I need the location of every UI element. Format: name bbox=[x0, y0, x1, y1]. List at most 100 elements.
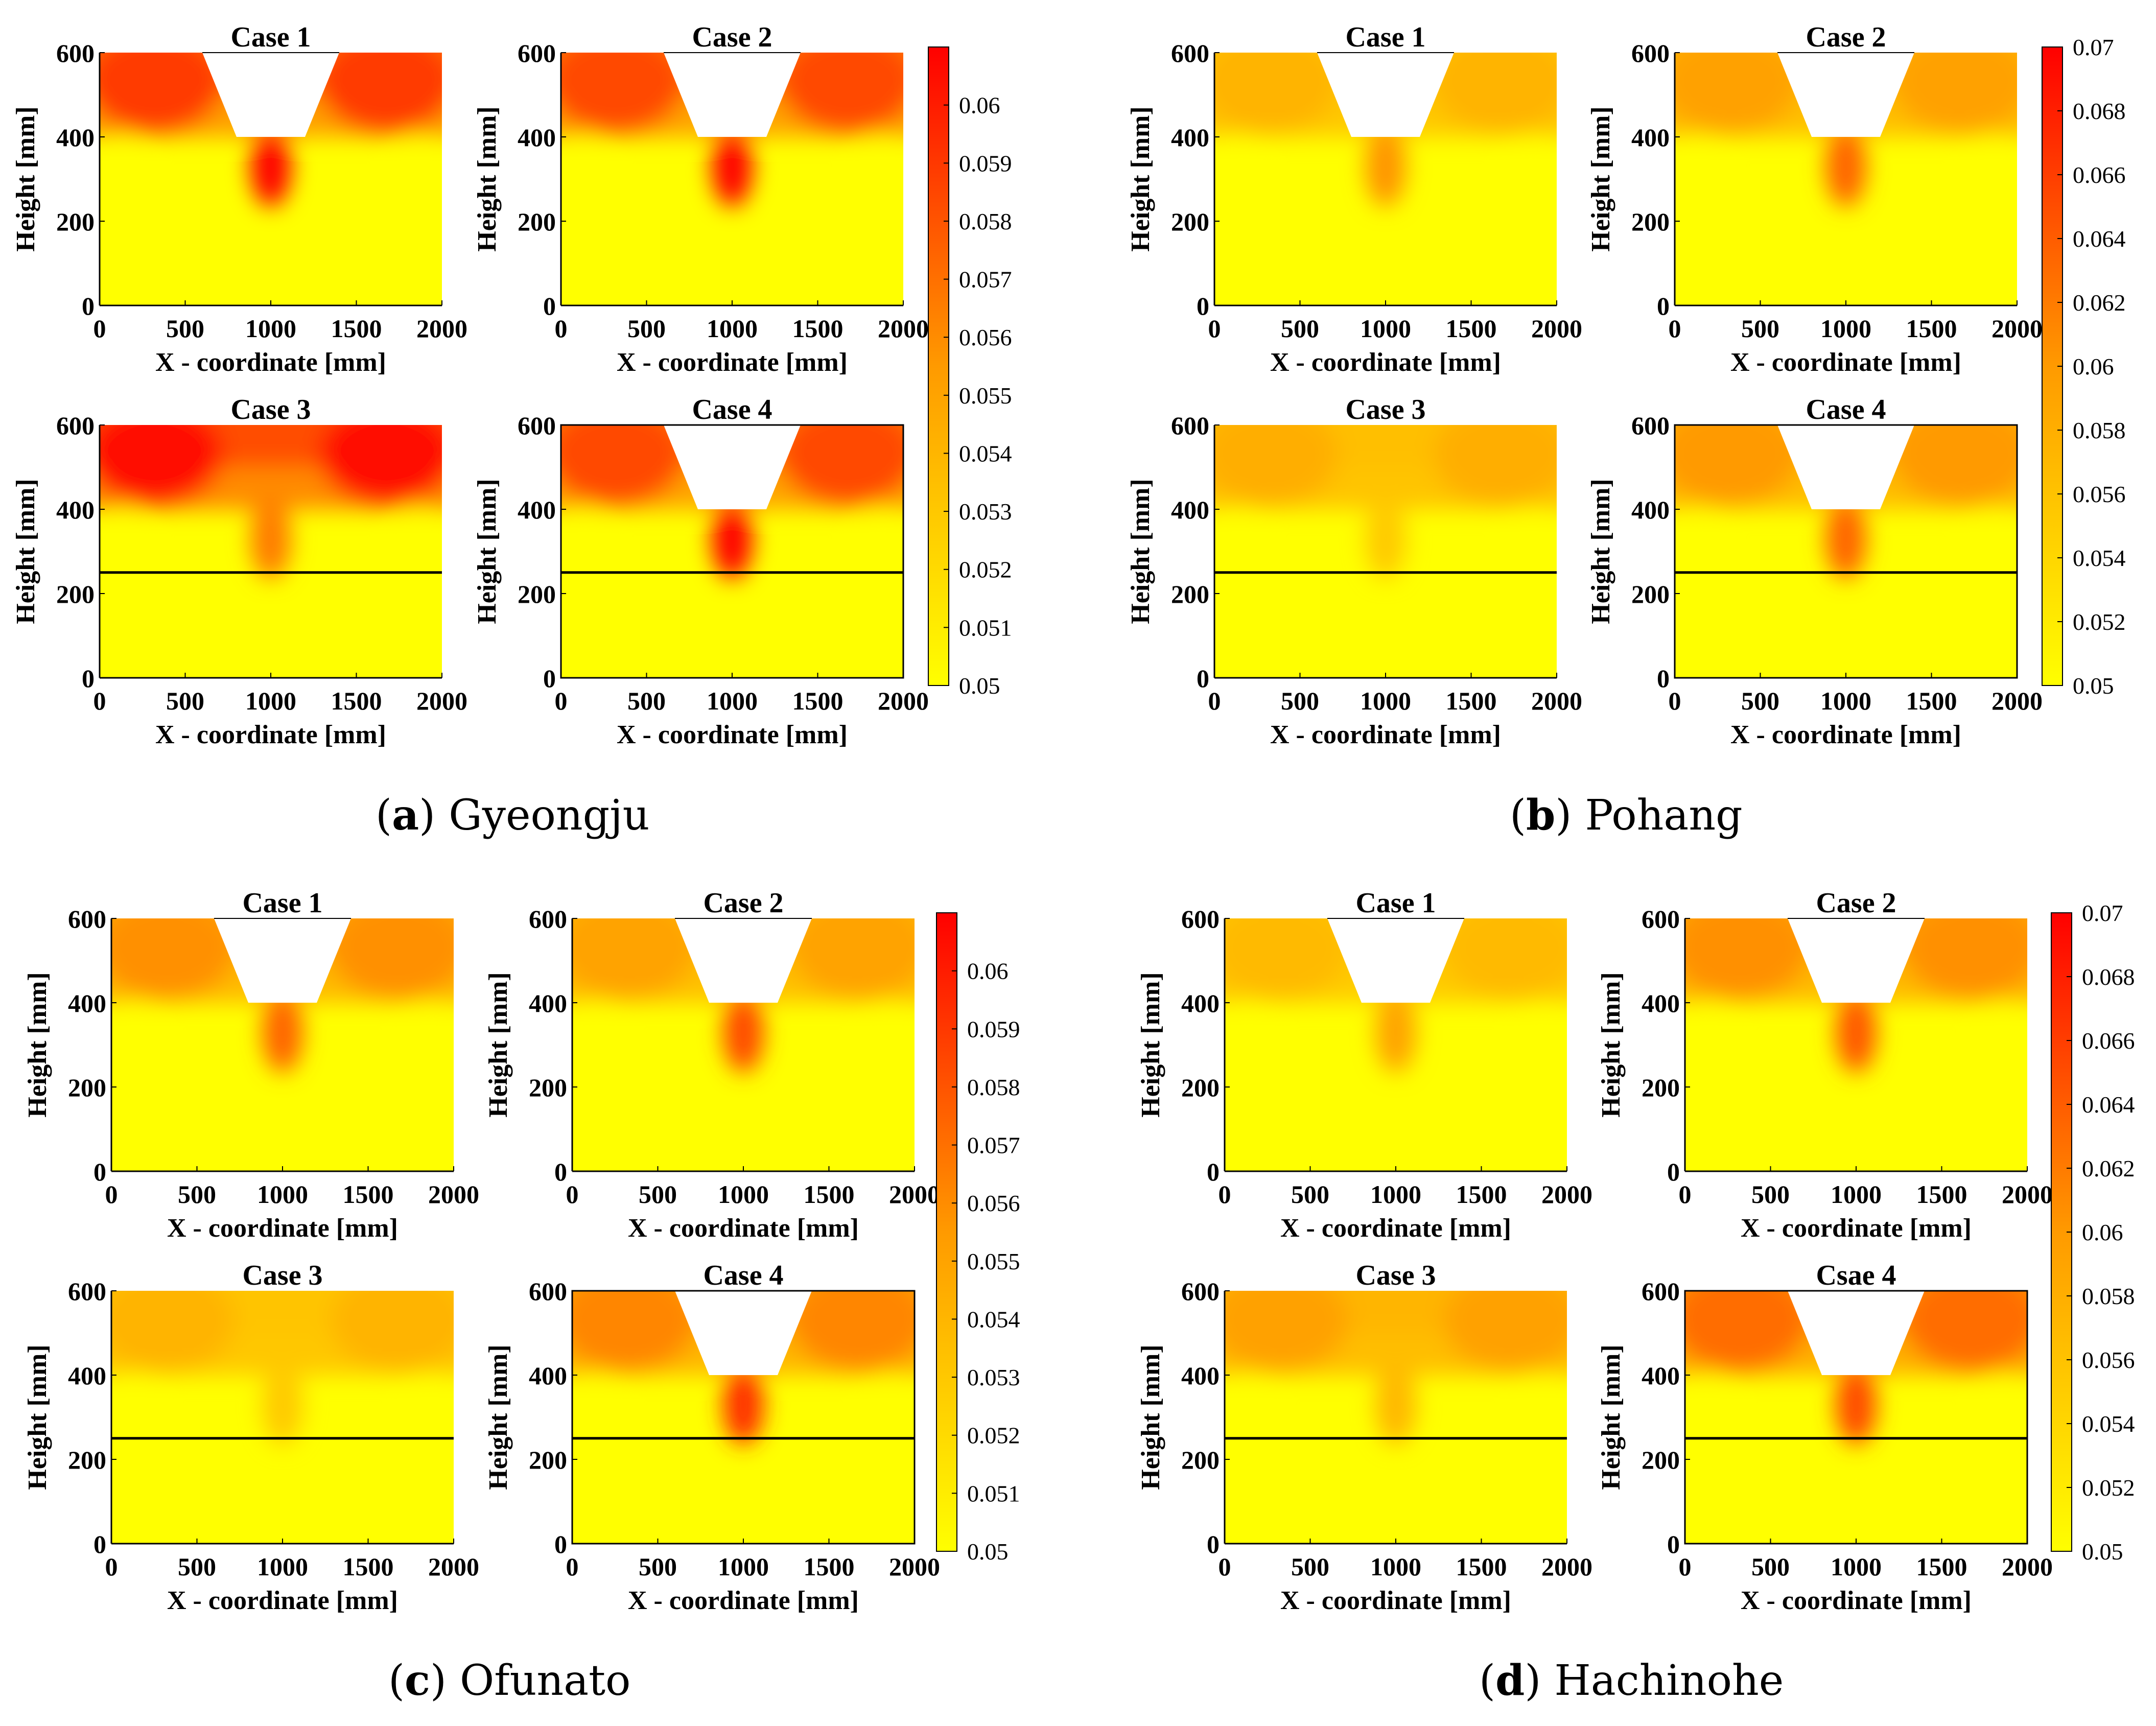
y-tick-label: 200 bbox=[518, 207, 556, 236]
x-tick-label: 500 bbox=[1741, 314, 1779, 343]
x-axis-label: X - coordinate [mm] bbox=[1741, 1214, 1972, 1243]
x-tick-label: 500 bbox=[1751, 1552, 1790, 1581]
contour-field bbox=[100, 425, 442, 678]
wedge-left bbox=[1688, 1371, 1734, 1463]
y-tick-label: 400 bbox=[1631, 123, 1670, 152]
colorbar-tick-label: 0.054 bbox=[2073, 545, 2126, 571]
subtitle-a-name: Gyeongju bbox=[449, 791, 650, 840]
lobe-left bbox=[1225, 918, 1348, 999]
lobe-right bbox=[1893, 53, 2017, 133]
wedge-right bbox=[865, 999, 912, 1091]
colorbar-tick-label: 0.05 bbox=[959, 673, 1000, 699]
wedge-left bbox=[1217, 133, 1263, 225]
lobe-left bbox=[572, 1291, 696, 1371]
panel-d-4: Csae 4 0 200 400 600 0 500 1000 1500 2000 X - coor… bbox=[1597, 1260, 2053, 1615]
wedge-left bbox=[1227, 1371, 1274, 1463]
trapezoid-cutout bbox=[214, 918, 351, 1003]
y-tick-label: 600 bbox=[68, 1277, 106, 1306]
colorbar-tick-label: 0.052 bbox=[967, 1423, 1020, 1449]
x-tick-label: 1500 bbox=[792, 314, 843, 343]
panel-b-4: Case 4 0 200 400 600 0 500 1000 1500 2000 X - coor… bbox=[1586, 394, 2043, 749]
lobe-right bbox=[330, 918, 454, 999]
wedge-left bbox=[114, 999, 160, 1091]
colorbar-tick-label: 0.055 bbox=[959, 383, 1012, 409]
y-tick-label: 0 bbox=[1197, 292, 1209, 320]
y-tick-label: 600 bbox=[56, 411, 95, 440]
wedge-left bbox=[564, 133, 610, 225]
panel-title: Case 1 bbox=[1355, 887, 1436, 919]
y-tick-label: 200 bbox=[56, 580, 95, 608]
colorbar-a: 0.05 0.051 0.052 0.053 0.054 0.055 0.056 0.057 0… bbox=[928, 46, 1012, 699]
subtitle-b: (b) Pohang bbox=[1510, 791, 1743, 840]
y-tick-label: 200 bbox=[56, 207, 95, 236]
y-tick-label: 400 bbox=[1642, 989, 1680, 1018]
y-axis-label: Height [mm] bbox=[1586, 479, 1615, 624]
y-tick-label: 200 bbox=[1181, 1073, 1220, 1102]
panel-d-3: Case 3 0 200 400 600 0 500 1000 1500 2000 X - coor… bbox=[1136, 1260, 1592, 1615]
x-axis-label: X - coordinate [mm] bbox=[167, 1586, 398, 1615]
wedge-right bbox=[1968, 133, 2014, 225]
lobe-left bbox=[561, 53, 685, 133]
lobe-right bbox=[1433, 425, 1557, 505]
y-tick-label: 600 bbox=[518, 411, 556, 440]
x-tick-label: 2000 bbox=[878, 314, 929, 343]
colorbar-tick-label: 0.066 bbox=[2082, 1028, 2135, 1054]
panel-b-3: Case 3 0 200 400 600 0 500 1000 1500 2000 X - coor… bbox=[1126, 394, 1582, 749]
wedge-right bbox=[1508, 133, 1554, 225]
wedge-right bbox=[1968, 505, 2014, 598]
panel-title: Case 2 bbox=[703, 887, 783, 919]
wedge-right bbox=[1518, 999, 1564, 1091]
x-axis-label: X - coordinate [mm] bbox=[628, 1586, 859, 1615]
lobe-right bbox=[1893, 425, 2017, 505]
x-tick-label: 1000 bbox=[1820, 687, 1871, 715]
x-tick-label: 0 bbox=[93, 687, 106, 715]
colorbar-tick-label: 0.062 bbox=[2073, 290, 2126, 316]
subtitle-c: (c) Ofunato bbox=[388, 1656, 631, 1705]
panel-title: Case 2 bbox=[1816, 887, 1896, 919]
subtitle-d-letter: d bbox=[1495, 1656, 1525, 1705]
colorbar-tick-label: 0.062 bbox=[2082, 1155, 2135, 1181]
y-tick-label: 200 bbox=[1631, 580, 1670, 608]
y-tick-label: 200 bbox=[1181, 1446, 1220, 1474]
x-tick-label: 0 bbox=[566, 1552, 579, 1581]
x-tick-label: 1000 bbox=[245, 687, 296, 715]
panel-title: Case 1 bbox=[242, 887, 322, 919]
x-tick-label: 500 bbox=[178, 1180, 216, 1209]
x-axis-label: X - coordinate [mm] bbox=[1270, 348, 1501, 377]
y-axis-label: Height [mm] bbox=[473, 479, 502, 624]
x-tick-label: 2000 bbox=[428, 1552, 479, 1581]
colorbar-ramp bbox=[928, 46, 949, 686]
x-axis-label: X - coordinate [mm] bbox=[1730, 720, 1961, 749]
subtitle-c-name: Ofunato bbox=[460, 1657, 631, 1705]
wedge-left bbox=[1227, 999, 1274, 1091]
y-axis-label: Height [mm] bbox=[1126, 106, 1155, 251]
y-tick-label: 400 bbox=[1181, 989, 1220, 1018]
lobe-right bbox=[318, 53, 442, 133]
y-tick-label: 600 bbox=[1171, 39, 1209, 67]
wedge-right bbox=[405, 1371, 451, 1463]
panel-title: Case 4 bbox=[703, 1260, 783, 1291]
subtitle-b-name: Pohang bbox=[1585, 791, 1743, 840]
plume-center bbox=[1375, 991, 1417, 1073]
y-tick-label: 400 bbox=[529, 989, 567, 1018]
colorbar-ramp bbox=[936, 912, 957, 1552]
colorbar-tick-label: 0.056 bbox=[959, 324, 1012, 350]
y-tick-label: 400 bbox=[1181, 1361, 1220, 1390]
plume-center bbox=[262, 991, 303, 1073]
y-axis-label: Height [mm] bbox=[1586, 106, 1615, 251]
trapezoid-cutout bbox=[664, 53, 801, 137]
wedge-right bbox=[854, 505, 901, 598]
x-tick-label: 2000 bbox=[1531, 314, 1582, 343]
y-tick-label: 200 bbox=[518, 580, 556, 608]
colorbar-tick-label: 0.059 bbox=[959, 150, 1012, 176]
lobe-left bbox=[111, 918, 235, 999]
x-tick-label: 2000 bbox=[416, 314, 467, 343]
x-tick-label: 1500 bbox=[804, 1552, 855, 1581]
panel-a-3: Case 3 0 200 400 600 0 500 1000 1500 2000 X - coor… bbox=[11, 394, 467, 749]
colorbar-tick-label: 0.07 bbox=[2073, 34, 2114, 60]
y-tick-label: 0 bbox=[543, 292, 556, 320]
x-tick-label: 1000 bbox=[257, 1552, 308, 1581]
colorbar-tick-label: 0.053 bbox=[967, 1364, 1020, 1390]
